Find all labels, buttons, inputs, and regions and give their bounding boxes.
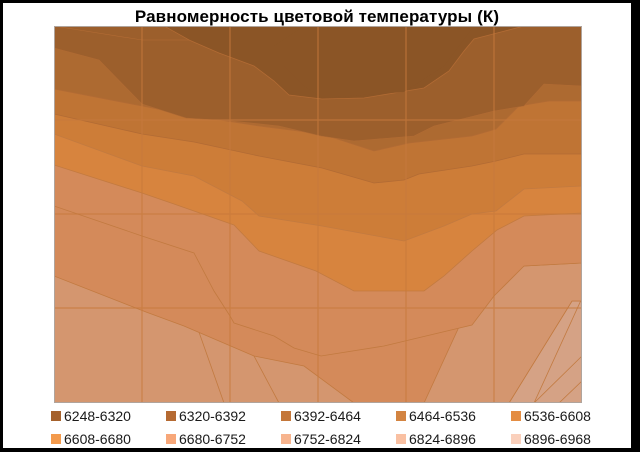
legend-swatch [166, 411, 176, 421]
legend-label: 6248-6320 [64, 408, 131, 424]
contour-plot-area [54, 26, 582, 403]
legend-label: 6824-6896 [409, 431, 476, 447]
legend-item: 6752-6824 [281, 431, 361, 447]
gridlines [54, 26, 582, 403]
legend-swatch [396, 411, 406, 421]
legend-item: 6824-6896 [396, 431, 476, 447]
legend-swatch [511, 434, 521, 444]
chart-title: Равномерность цветовой температуры (К) [134, 7, 500, 26]
legend-swatch [166, 434, 176, 444]
legend-label: 6536-6608 [524, 408, 591, 424]
chart-legend: 6248-6320 6320-6392 6392-6464 6464-6536 … [47, 406, 627, 448]
legend-item: 6392-6464 [281, 408, 361, 424]
legend-swatch [281, 411, 291, 421]
legend-item: 6680-6752 [166, 431, 246, 447]
legend-swatch [51, 411, 61, 421]
legend-label: 6608-6680 [64, 431, 131, 447]
legend-swatch [396, 434, 406, 444]
legend-swatch [511, 411, 521, 421]
plot-border [54, 26, 582, 403]
legend-item: 6464-6536 [396, 408, 476, 424]
legend-label: 6752-6824 [294, 431, 361, 447]
legend-item: 6320-6392 [166, 408, 246, 424]
legend-label: 6896-6968 [524, 431, 591, 447]
legend-item: 6248-6320 [51, 408, 131, 424]
chart-container: Равномерность цветовой температуры (К) [3, 3, 631, 448]
legend-label: 6464-6536 [409, 408, 476, 424]
legend-item: 6536-6608 [511, 408, 591, 424]
legend-item: 6896-6968 [511, 431, 591, 447]
legend-label: 6392-6464 [294, 408, 361, 424]
legend-swatch [51, 434, 61, 444]
legend-item: 6608-6680 [51, 431, 131, 447]
legend-swatch [281, 434, 291, 444]
legend-label: 6320-6392 [179, 408, 246, 424]
legend-label: 6680-6752 [179, 431, 246, 447]
